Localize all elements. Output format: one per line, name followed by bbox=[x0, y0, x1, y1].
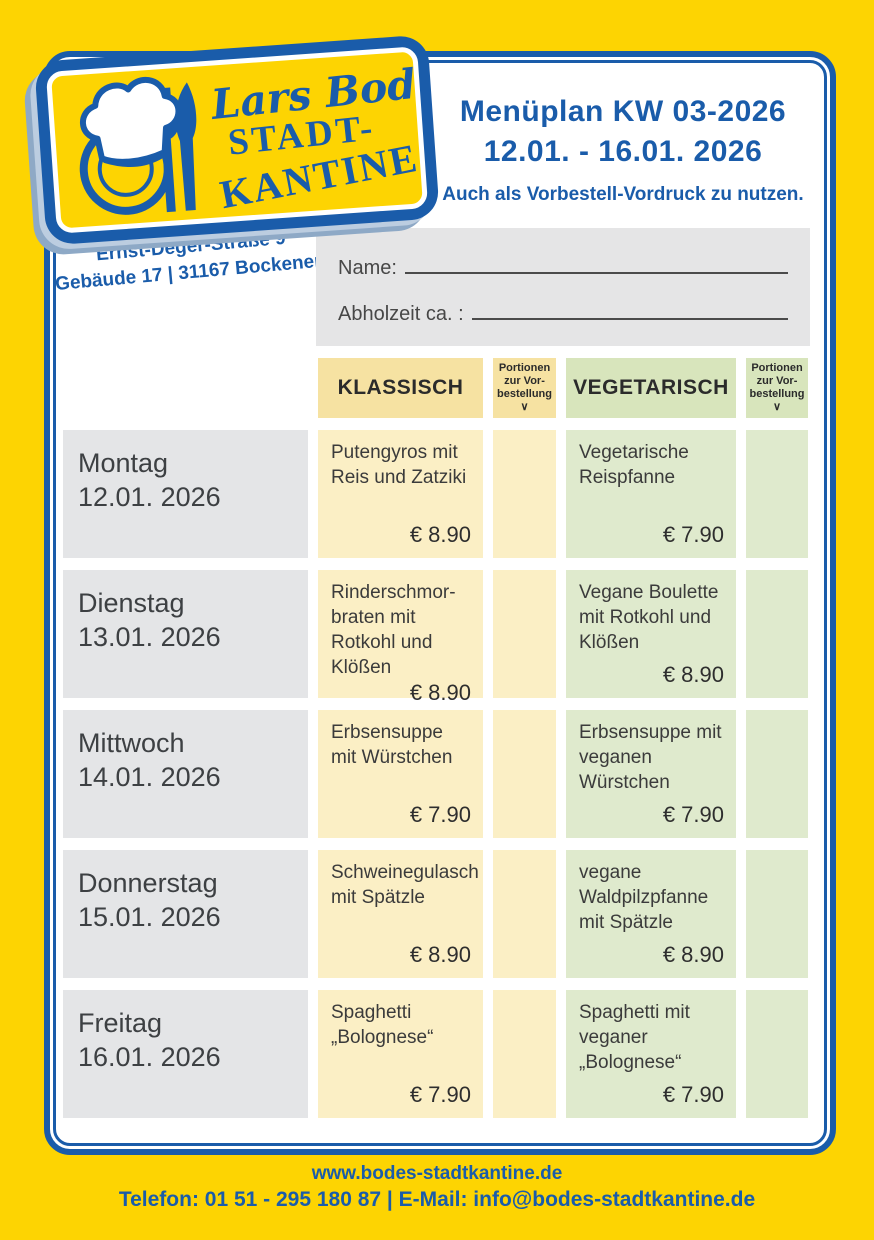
day-name: Dienstag bbox=[78, 588, 185, 618]
pickup-time-fill-line bbox=[471, 298, 788, 320]
logo-frame: Lars Bodes STADT- KANTINE bbox=[34, 34, 440, 246]
dish-name: Schweinegulasch mit Spätzle bbox=[331, 862, 479, 908]
dish-price: € 7.90 bbox=[662, 1082, 724, 1107]
dish-name: Erbsensuppe mit veganen Würstchen bbox=[579, 722, 722, 793]
day-date: 14.01. 2026 bbox=[78, 762, 221, 792]
portions-header-line2: zur Vor- bbox=[756, 375, 798, 387]
classic-portions-header: Portionen zur Vor- bestellung ∨ bbox=[493, 358, 556, 418]
vegetarian-dish-cell: vegane Waldpilz­pfanne mit Spätzle € 8.9… bbox=[566, 850, 736, 978]
day-name: Mittwoch bbox=[78, 728, 185, 758]
chevron-down-icon: ∨ bbox=[772, 401, 782, 413]
vegetarian-portion-writein-cell bbox=[746, 570, 808, 698]
website-url: www.bodes-stadtkantine.de bbox=[311, 1163, 563, 1184]
weekly-menu-table: KLASSISCH Portionen zur Vor- bestellung … bbox=[63, 358, 808, 1118]
classic-dish-cell: Schweinegulasch mit Spätzle € 8.90 bbox=[318, 850, 483, 978]
vegetarian-column-header: VEGETARISCH bbox=[566, 358, 736, 418]
classic-column-header: KLASSISCH bbox=[318, 358, 483, 418]
table-row-day-thursday: Donnerstag 15.01. 2026 bbox=[63, 850, 308, 978]
day-column-header bbox=[63, 358, 308, 418]
dish-name: vegane Waldpilz­pfanne mit Spätzle bbox=[579, 862, 709, 933]
day-name: Freitag bbox=[78, 1008, 163, 1038]
dish-name: Spaghetti „Bolognese“ bbox=[331, 1002, 434, 1048]
dish-price: € 8.90 bbox=[409, 942, 471, 967]
classic-portion-writein-cell bbox=[493, 850, 556, 978]
dish-price: € 7.90 bbox=[662, 802, 724, 827]
classic-portion-writein-cell bbox=[493, 710, 556, 838]
portions-header-line1: Portionen bbox=[498, 362, 551, 374]
vegetarian-portions-header: Portionen zur Vor- bestellung ∨ bbox=[746, 358, 808, 418]
dish-price: € 7.90 bbox=[409, 1082, 471, 1107]
brand-logo: Lars Bodes STADT- KANTINE bbox=[22, 34, 440, 257]
name-fill-line bbox=[404, 252, 788, 274]
dish-price: € 8.90 bbox=[662, 942, 724, 967]
table-row-day-friday: Freitag 16.01. 2026 bbox=[63, 990, 308, 1118]
vegetarian-dish-cell: Vegane Boulette mit Rotkohl und Klößen €… bbox=[566, 570, 736, 698]
vegetarian-portion-writein-cell bbox=[746, 710, 808, 838]
day-date: 16.01. 2026 bbox=[78, 1042, 221, 1072]
day-date: 12.01. 2026 bbox=[78, 482, 221, 512]
table-row-day-tuesday: Dienstag 13.01. 2026 bbox=[63, 570, 308, 698]
portions-header-line3: bestellung bbox=[749, 388, 805, 400]
vegetarian-portion-writein-cell bbox=[746, 430, 808, 558]
dish-price: € 7.90 bbox=[662, 522, 724, 547]
portions-header-line2: zur Vor- bbox=[504, 375, 545, 387]
title-daterange: 12.01. - 16.01. 2026 bbox=[483, 135, 763, 168]
dish-price: € 8.90 bbox=[409, 680, 471, 705]
preorder-form-box: Name: Abholzeit ca. : bbox=[316, 228, 810, 346]
chef-hat-plate-cutlery-icon bbox=[79, 77, 197, 215]
dish-price: € 7.90 bbox=[409, 802, 471, 827]
day-name: Montag bbox=[78, 448, 169, 478]
dish-name: Spaghetti mit veganer „Bolognese“ bbox=[579, 1002, 690, 1073]
table-row-day-wednesday: Mittwoch 14.01. 2026 bbox=[63, 710, 308, 838]
vegetarian-dish-cell: Vegetarische Reispfanne € 7.90 bbox=[566, 430, 736, 558]
classic-dish-cell: Spaghetti „Bolognese“ € 7.90 bbox=[318, 990, 483, 1118]
day-date: 13.01. 2026 bbox=[78, 622, 221, 652]
table-row-day-monday: Montag 12.01. 2026 bbox=[63, 430, 308, 558]
vegetarian-portion-writein-cell bbox=[746, 990, 808, 1118]
logo-wordmark: Lars Bodes STADT- KANTINE bbox=[208, 54, 428, 217]
name-field-row: Name: bbox=[338, 252, 788, 298]
day-name: Donnerstag bbox=[78, 868, 218, 898]
title-subtitle: Auch als Vorbestell-Vordruck zu nutzen. bbox=[442, 184, 804, 205]
classic-dish-cell: Rinderschmor­braten mit Rotkohl und Klöß… bbox=[318, 570, 483, 705]
vegetarian-dish-cell: Erbsensuppe mit veganen Würstchen € 7.90 bbox=[566, 710, 736, 838]
portions-header-line1: Portionen bbox=[751, 362, 803, 374]
pickup-time-label: Abholzeit ca. : bbox=[338, 303, 464, 325]
dish-price: € 8.90 bbox=[662, 662, 724, 687]
dish-name: Putengyros mit Reis und Zatziki bbox=[331, 442, 467, 488]
pickup-time-field-row: Abholzeit ca. : bbox=[338, 298, 788, 344]
classic-dish-cell: Putengyros mit Reis und Zatziki € 8.90 bbox=[318, 430, 483, 558]
vegetarian-dish-cell: Spaghetti mit veganer „Bolognese“ € 7.90 bbox=[566, 990, 736, 1118]
phone-email-line: Telefon: 01 51 - 295 180 87 | E-Mail: in… bbox=[118, 1188, 756, 1211]
day-date: 15.01. 2026 bbox=[78, 902, 221, 932]
portions-header-line3: bestellung bbox=[496, 388, 552, 400]
classic-portion-writein-cell bbox=[493, 570, 556, 698]
logo-face: Lars Bodes STADT- KANTINE bbox=[45, 46, 429, 234]
page-title: Menüplan KW 03-2026 12.01. - 16.01. 2026… bbox=[420, 92, 826, 206]
dish-name: Vegane Boulette mit Rotkohl und Klößen bbox=[579, 582, 719, 653]
dish-name: Rinderschmor­braten mit Rotkohl und Klöß… bbox=[331, 582, 456, 678]
title-week: Menüplan KW 03-2026 bbox=[459, 95, 787, 128]
dish-name: Vegetarische Reispfanne bbox=[579, 442, 689, 488]
vegetarian-portion-writein-cell bbox=[746, 850, 808, 978]
footer: www.bodes-stadtkantine.de Telefon: 01 51… bbox=[0, 1163, 874, 1212]
dish-name: Erbsensuppe mit Würstchen bbox=[331, 722, 453, 768]
classic-portion-writein-cell bbox=[493, 990, 556, 1118]
classic-portion-writein-cell bbox=[493, 430, 556, 558]
classic-dish-cell: Erbsensuppe mit Würstchen € 7.90 bbox=[318, 710, 483, 838]
dish-price: € 8.90 bbox=[409, 522, 471, 547]
chevron-down-icon: ∨ bbox=[520, 401, 529, 413]
name-label: Name: bbox=[338, 257, 397, 279]
